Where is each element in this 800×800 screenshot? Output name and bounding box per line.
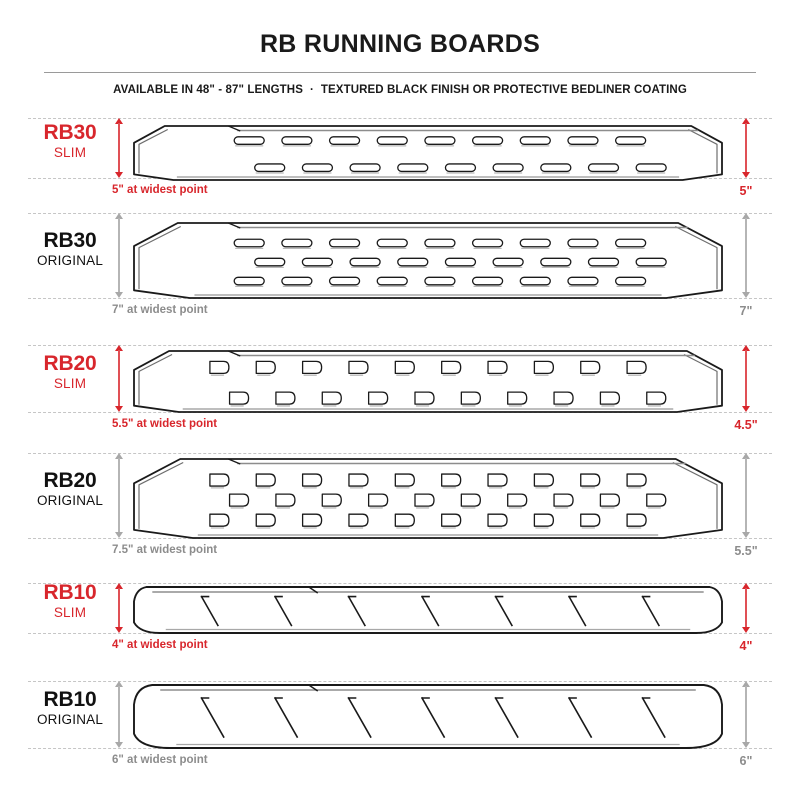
product-variant: ORIGINAL [36,492,104,508]
arrow-head-down [742,742,750,748]
width-dimension-arrow [115,345,123,412]
arrow-shaft [745,458,747,533]
arrow-head-up [115,681,123,687]
product-model: RB20 [43,468,97,492]
height-caption: 7" [739,304,753,318]
width-dimension-arrow [115,453,123,538]
running-board-illustration [130,221,726,304]
arrow-shaft [118,588,120,628]
product-model: RB30 [43,121,97,144]
product-label: RB20 ORIGINAL [28,468,112,510]
arrow-head-down [115,172,123,178]
arrow-shaft [745,218,747,293]
arrow-head-up [115,453,123,459]
product-variant: SLIM [53,375,87,391]
height-dimension-arrow [742,213,750,298]
running-board-illustration [130,683,726,754]
arrow-head-up [115,118,123,124]
product-variant: SLIM [53,605,87,621]
arrow-shaft [118,218,120,293]
running-board-illustration [130,124,726,186]
height-caption: 4.5" [734,418,758,432]
arrow-head-down [742,532,750,538]
width-dimension-arrow [115,681,123,748]
height-dimension-arrow [742,345,750,412]
row-top-guide [28,681,772,682]
width-caption: 4" at widest point [112,639,208,651]
height-dimension-arrow [742,681,750,748]
page-subtitle: AVAILABLE IN 48" - 87" LENGTHS · TEXTURED … [0,73,800,96]
arrow-head-up [742,345,750,351]
product-model: RB10 [43,687,97,711]
width-caption: 7" at widest point [112,304,208,316]
page-title: RB RUNNING BOARDS [259,30,541,58]
arrow-head-down [115,532,123,538]
arrow-shaft [745,350,747,407]
arrow-head-down [115,292,123,298]
product-model: RB20 [43,351,97,375]
row-top-guide [28,345,772,346]
product-model: RB10 [43,581,97,604]
height-caption: 5" [739,184,753,198]
width-caption: 7.5" at widest point [112,544,218,556]
arrow-head-down [115,742,123,748]
arrow-shaft [118,350,120,407]
product-variant: ORIGINAL [36,711,104,727]
arrow-head-down [742,292,750,298]
arrow-head-up [742,453,750,459]
height-dimension-arrow [742,118,750,178]
width-dimension-arrow [115,118,123,178]
arrow-head-up [742,681,750,687]
product-variant: SLIM [53,145,87,161]
product-label: RB10 SLIM [28,581,112,622]
row-top-guide [28,213,772,214]
arrow-head-down [742,172,750,178]
arrow-head-up [742,213,750,219]
height-dimension-arrow [742,453,750,538]
running-board-illustration [130,457,726,544]
subtitle-lengths: AVAILABLE IN 48" - 87" LENGTHS [113,84,303,96]
product-label: RB30 SLIM [28,121,112,162]
product-label: RB30 ORIGINAL [28,228,112,270]
product-model: RB30 [43,228,97,252]
product-label: RB20 SLIM [28,351,112,393]
arrow-head-down [115,627,123,633]
arrow-shaft [745,588,747,628]
product-label: RB10 ORIGINAL [28,687,112,729]
arrow-head-up [742,118,750,124]
arrow-head-up [742,583,750,589]
arrow-shaft [118,686,120,743]
product-variant: ORIGINAL [36,252,104,268]
arrow-shaft [118,458,120,533]
width-caption: 6" at widest point [112,754,208,766]
row-top-guide [28,583,772,584]
subtitle-separator: · [309,84,314,96]
arrow-shaft [745,686,747,743]
arrow-head-up [115,345,123,351]
arrow-head-down [115,406,123,412]
height-dimension-arrow [742,583,750,633]
subtitle-finish: TEXTURED BLACK FINISH OR PROTECTIVE BEDL… [320,84,687,96]
row-top-guide [28,118,772,119]
width-caption: 5.5" at widest point [112,418,218,430]
arrow-shaft [118,123,120,173]
height-caption: 4" [739,639,753,653]
height-caption: 5.5" [734,544,758,558]
arrow-shaft [745,123,747,173]
height-caption: 6" [739,754,753,768]
arrow-head-up [115,583,123,589]
header-divider [44,72,756,73]
running-board-illustration [130,349,726,418]
width-caption: 5" at widest point [112,184,208,196]
arrow-head-down [742,406,750,412]
arrow-head-up [115,213,123,219]
width-dimension-arrow [115,583,123,633]
page-header: RB RUNNING BOARDS AVAILABLE IN 48" - 87"… [0,0,800,96]
running-board-illustration [130,585,726,639]
arrow-head-down [742,627,750,633]
row-top-guide [28,453,772,454]
width-dimension-arrow [115,213,123,298]
